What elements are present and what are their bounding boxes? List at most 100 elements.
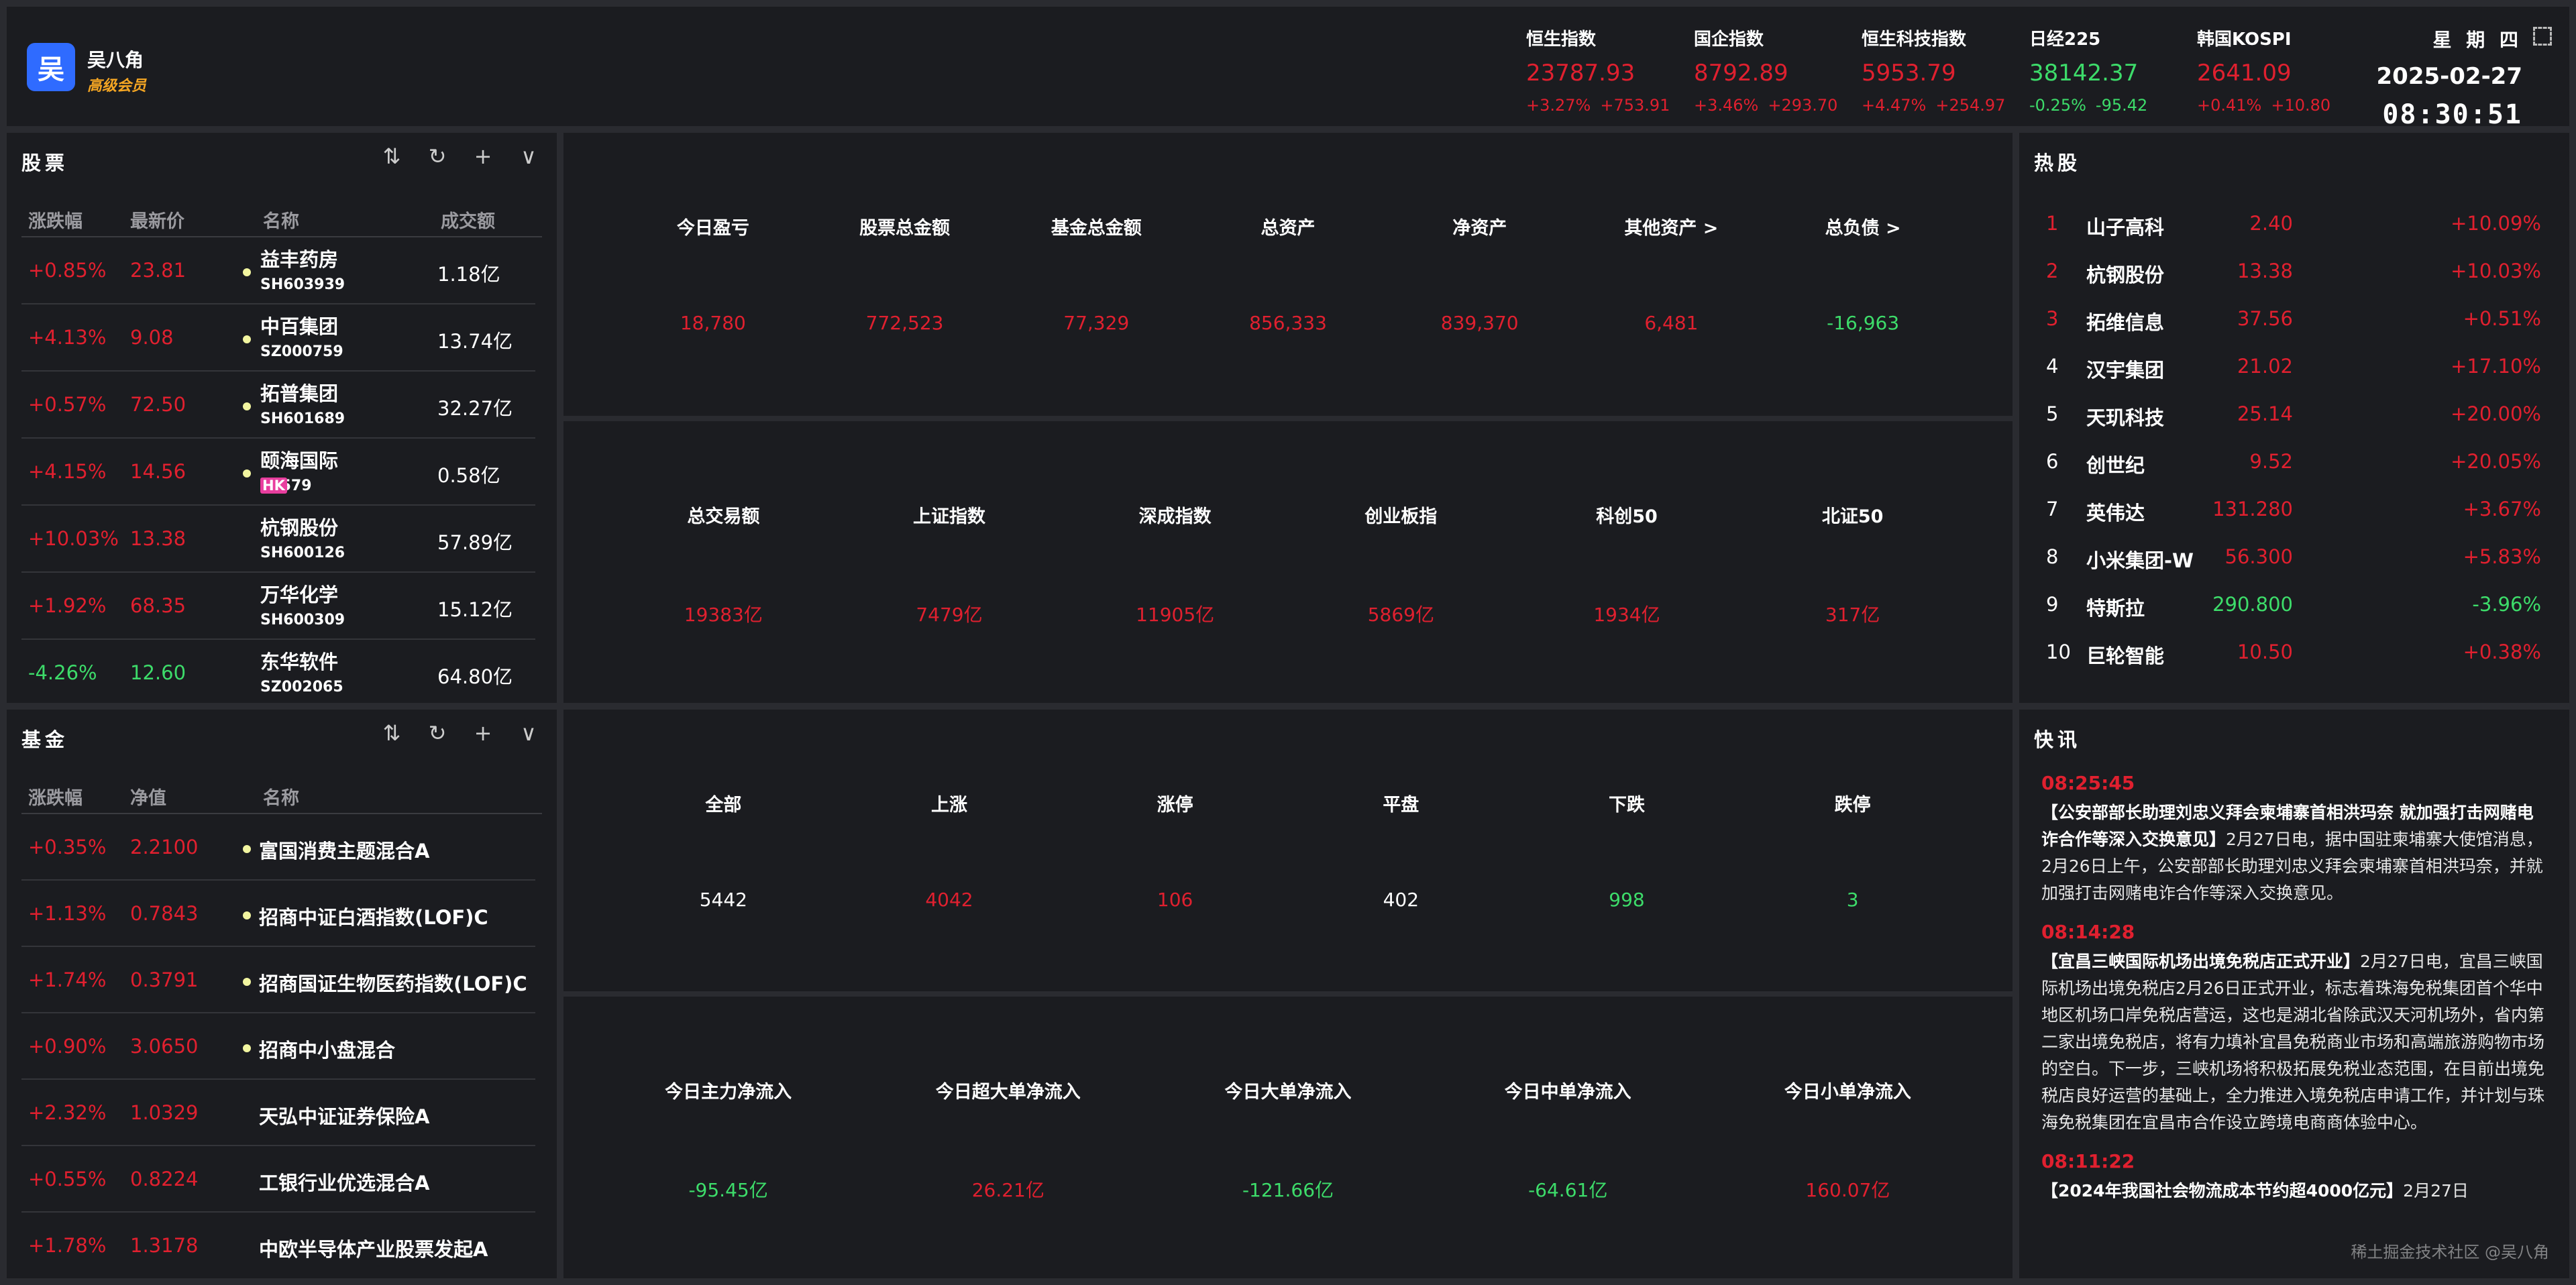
news-text: 2月27日电，据中国驻柬埔寨大使馆消息，2月26日上午，公安部部长助理刘忠义拜会…: [2041, 830, 2543, 903]
index-name: 恒生科技指数: [1862, 30, 1967, 50]
stat-item[interactable]: 其他资产 > 6,481: [1576, 213, 1768, 334]
chevron-down-icon[interactable]: ∨: [521, 720, 537, 746]
add-icon[interactable]: +: [474, 144, 492, 169]
price: 13.38: [2237, 260, 2293, 282]
stat-label: 科创50: [1596, 506, 1658, 527]
index-ticker: 恒生指数 23787.93 +3.27% +753.91 国企指数 8792.89 +3.4…: [1526, 25, 2365, 115]
col-pct[interactable]: 涨跌幅: [28, 788, 83, 809]
hot-stock-row[interactable]: 5 天玑科技 25.14 +20.00%: [2034, 392, 2555, 439]
news-time: 08:25:45: [2041, 772, 2135, 794]
fullscreen-icon[interactable]: [2533, 27, 2552, 46]
stat-item: 平盘 402: [1288, 790, 1514, 911]
stock-name: 汉宇集团: [2086, 359, 2165, 382]
col-pct[interactable]: 涨跌幅: [28, 211, 83, 232]
index-item[interactable]: 恒生指数 23787.93 +3.27% +753.91: [1526, 25, 1694, 115]
stat-label: 深成指数: [1138, 506, 1212, 527]
table-row[interactable]: +4.15% 14.56 颐海国际 HK01579 0.58亿: [21, 439, 535, 506]
index-name: 国企指数: [1694, 30, 1764, 50]
stat-label: 涨停: [1157, 795, 1193, 816]
stock-name: 万华化学: [260, 583, 339, 606]
stat-value: 18,780: [680, 312, 746, 334]
index-item[interactable]: 韩国KOSPI 2641.09 +0.41% +10.80: [2197, 25, 2365, 115]
hot-stock-row[interactable]: 9 特斯拉 290.800 -3.96%: [2034, 582, 2555, 630]
stat-value: 6,481: [1644, 312, 1699, 334]
table-row[interactable]: -4.26% 12.60 东华软件 SZ002065 64.80亿: [21, 640, 535, 707]
user-avatar[interactable]: 吴: [27, 43, 75, 91]
col-price[interactable]: 最新价: [130, 211, 184, 232]
index-value: 8792.89: [1694, 60, 1788, 87]
turnover: 1.18亿: [437, 263, 500, 286]
sort-icon[interactable]: ⇅: [382, 720, 401, 746]
stat-value: 856,333: [1249, 312, 1327, 334]
capital-flow-panel: 今日主力净流入 -95.45亿 今日超大单净流入 26.21亿 今日大单净流入 -121.…: [564, 997, 2012, 1278]
table-row[interactable]: +1.74% 0.3791 招商国证生物医药指数(LOF)C: [21, 947, 535, 1013]
index-name: 韩国KOSPI: [2197, 30, 2292, 50]
news-feed[interactable]: 08:25:45 【公安部部长助理刘忠义拜会柬埔寨首相洪玛奈 就加强打击网赌电诈合…: [2041, 765, 2549, 1217]
panel-title: 快讯: [2034, 728, 2082, 751]
stock-code: SZ000759: [260, 343, 343, 360]
stock-name: 颐海国际: [260, 449, 339, 472]
table-row[interactable]: +4.13% 9.08 中百集团 SZ000759 13.74亿: [21, 304, 535, 372]
news-item[interactable]: 08:11:22 【2024年我国社会物流成本节约超4000亿元】2月27日: [2041, 1148, 2549, 1205]
hot-stock-row[interactable]: 3 拓维信息 37.56 +0.51%: [2034, 296, 2555, 344]
table-row[interactable]: +1.13% 0.7843 招商中证白酒指数(LOF)C: [21, 881, 535, 947]
table-row[interactable]: +1.92% 68.35 万华化学 SH600309 15.12亿: [21, 573, 535, 640]
table-row[interactable]: +10.03% 13.38 杭钢股份 SH600126 57.89亿: [21, 506, 535, 573]
last-price: 9.08: [130, 326, 174, 349]
table-row[interactable]: +0.90% 3.0650 招商中小盘混合: [21, 1013, 535, 1080]
code-text: SH600126: [260, 545, 345, 561]
hot-stock-row[interactable]: 1 山子高科 2.40 +10.09%: [2034, 201, 2555, 249]
index-name: 日经225: [2029, 30, 2101, 50]
hot-stock-row[interactable]: 8 小米集团-W 56.300 +5.83%: [2034, 535, 2555, 582]
hot-stock-row[interactable]: 7 英伟达 131.280 +3.67%: [2034, 487, 2555, 535]
stat-value: 160.07亿: [1805, 1179, 1890, 1201]
hot-stock-row[interactable]: 6 创世纪 9.52 +20.05%: [2034, 439, 2555, 487]
sort-icon[interactable]: ⇅: [382, 144, 401, 169]
stat-value: -16,963: [1827, 312, 1900, 334]
index-item[interactable]: 国企指数 8792.89 +3.46% +293.70: [1694, 25, 1862, 115]
stat-item: 今日超大单净流入 26.21亿: [868, 1077, 1148, 1203]
change-pct: +1.78%: [28, 1234, 107, 1257]
stat-value: 5442: [699, 889, 747, 911]
news-item[interactable]: 08:25:45 【公安部部长助理刘忠义拜会柬埔寨首相洪玛奈 就加强打击网赌电诈合…: [2041, 770, 2549, 907]
rank: 10: [2046, 640, 2071, 663]
last-price: 13.38: [130, 527, 186, 550]
index-item[interactable]: 日经225 38142.37 -0.25% -95.42: [2029, 25, 2197, 115]
stat-value: 106: [1157, 889, 1193, 911]
news-headline: 【宜昌三峡国际机场出境免税店正式开业】: [2041, 952, 2361, 971]
table-row[interactable]: +0.55% 0.8224 工银行业优选混合A: [21, 1146, 535, 1213]
price: 131.280: [2212, 498, 2293, 520]
refresh-icon[interactable]: ↻: [428, 144, 447, 169]
member-badge: 高级会员: [87, 78, 147, 95]
table-row[interactable]: +0.35% 2.2100 富国消费主题混合A: [21, 814, 535, 881]
index-item[interactable]: 恒生科技指数 5953.79 +4.47% +254.97: [1862, 25, 2029, 115]
col-nav[interactable]: 净值: [130, 788, 166, 809]
hot-stock-row[interactable]: 4 汉宇集团 21.02 +17.10%: [2034, 344, 2555, 392]
chevron-down-icon[interactable]: ∨: [521, 144, 537, 169]
stat-item[interactable]: 总负债 > -16,963: [1767, 213, 1959, 334]
refresh-icon[interactable]: ↻: [428, 720, 447, 746]
col-amount[interactable]: 成交额: [441, 211, 495, 232]
price: 37.56: [2237, 307, 2293, 330]
table-row[interactable]: +0.85% 23.81 益丰药房 SH603939 1.18亿: [21, 237, 535, 304]
stock-name: 拓普集团: [260, 382, 339, 405]
table-row[interactable]: +2.32% 1.0329 天弘中证证券保险A: [21, 1080, 535, 1146]
table-row[interactable]: +1.78% 1.3178 中欧半导体产业股票发起A: [21, 1213, 535, 1279]
stat-value: 772,523: [865, 312, 944, 334]
news-item[interactable]: 08:14:28 【宜昌三峡国际机场出境免税店正式开业】2月27日电，宜昌三峡国际…: [2041, 919, 2549, 1136]
stock-name: 山子高科: [2086, 216, 2165, 239]
index-change: -0.25% -95.42: [2029, 96, 2197, 115]
index-pct: +3.46%: [1694, 96, 1759, 115]
add-icon[interactable]: +: [474, 720, 492, 746]
table-row[interactable]: +0.57% 72.50 拓普集团 SH601689 32.27亿: [21, 372, 535, 439]
price: 290.800: [2212, 593, 2293, 616]
stock-list: +0.85% 23.81 益丰药房 SH603939 1.18亿 +4.13% 9.08 中百…: [21, 237, 535, 707]
stat-label: 上涨: [930, 795, 967, 816]
news-headline: 【公安部部长助理刘忠义拜会柬埔寨首相洪玛奈 就加强打击网赌电诈合作等深入交换意见…: [2041, 803, 2534, 849]
stat-label: 总资产: [1260, 218, 1316, 239]
hot-stock-row[interactable]: 10 巨轮智能 10.50 +0.38%: [2034, 630, 2555, 677]
hot-stock-row[interactable]: 2 杭钢股份 13.38 +10.03%: [2034, 249, 2555, 296]
assets-panel: 今日盈亏 18,780 股票总金额 772,523 基金总金额 77,329 总资产 856,…: [564, 133, 2012, 416]
nav: 0.8224: [130, 1168, 199, 1190]
stat-label: 今日超大单净流入: [935, 1082, 1081, 1103]
